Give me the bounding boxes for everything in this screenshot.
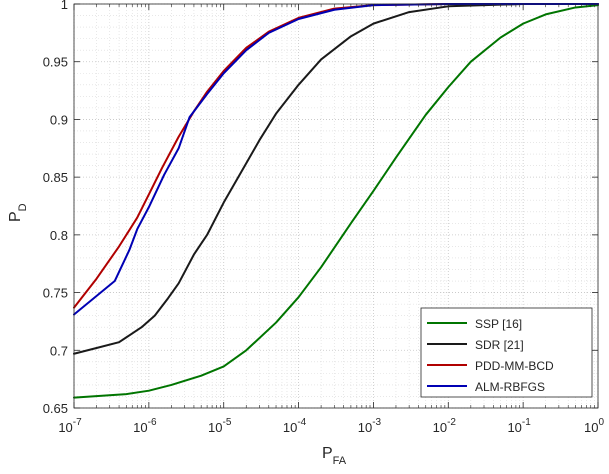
y-tick-label: 0.8 xyxy=(50,228,68,243)
x-tick-label: 10-6 xyxy=(133,417,157,435)
legend-label: PDD-MM-BCD xyxy=(475,359,554,373)
y-axis-label-main: P xyxy=(7,211,24,222)
y-tick-label: 0.9 xyxy=(50,112,68,127)
x-tick-label: 100 xyxy=(584,417,604,435)
y-tick-label: 1 xyxy=(61,0,68,12)
y-axis-label-sub: D xyxy=(17,203,29,211)
legend-label: ALM-RBFGS xyxy=(475,380,545,394)
x-tick-labels: 10-7 10-6 10-5 10-4 10-3 10-2 10-1 100 xyxy=(58,417,604,435)
y-tick-labels: 0.65 0.7 0.75 0.8 0.85 0.9 0.95 1 xyxy=(43,0,68,416)
plot-frame xyxy=(73,3,599,409)
x-tick-label: 10-3 xyxy=(358,417,382,435)
series-line xyxy=(73,3,599,355)
x-axis-label: PFA xyxy=(322,445,347,467)
legend: SSP [16] SDR [21] PDD-MM-BCD ALM-RBFGS xyxy=(420,307,593,398)
axis-ticks xyxy=(73,3,599,409)
series-line xyxy=(73,4,599,399)
y-tick-label: 0.95 xyxy=(43,55,68,70)
series-line xyxy=(73,3,599,316)
x-tick-label: 10-7 xyxy=(58,417,82,435)
y-axis-label: PD xyxy=(7,203,29,222)
x-tick-label: 10-5 xyxy=(208,417,232,435)
legend-label: SSP [16] xyxy=(475,317,522,331)
y-tick-label: 0.75 xyxy=(43,286,68,301)
y-tick-label: 0.7 xyxy=(50,343,68,358)
x-axis-label-main: P xyxy=(322,445,333,462)
legend-label: SDR [21] xyxy=(475,338,524,352)
y-tick-label: 0.65 xyxy=(43,401,68,416)
x-tick-label: 10-4 xyxy=(283,417,307,435)
y-tick-label: 0.85 xyxy=(43,170,68,185)
x-tick-label: 10-2 xyxy=(433,417,457,435)
series-layer xyxy=(73,3,599,399)
x-axis-label-sub: FA xyxy=(333,455,347,467)
x-tick-label: 10-1 xyxy=(507,417,531,435)
